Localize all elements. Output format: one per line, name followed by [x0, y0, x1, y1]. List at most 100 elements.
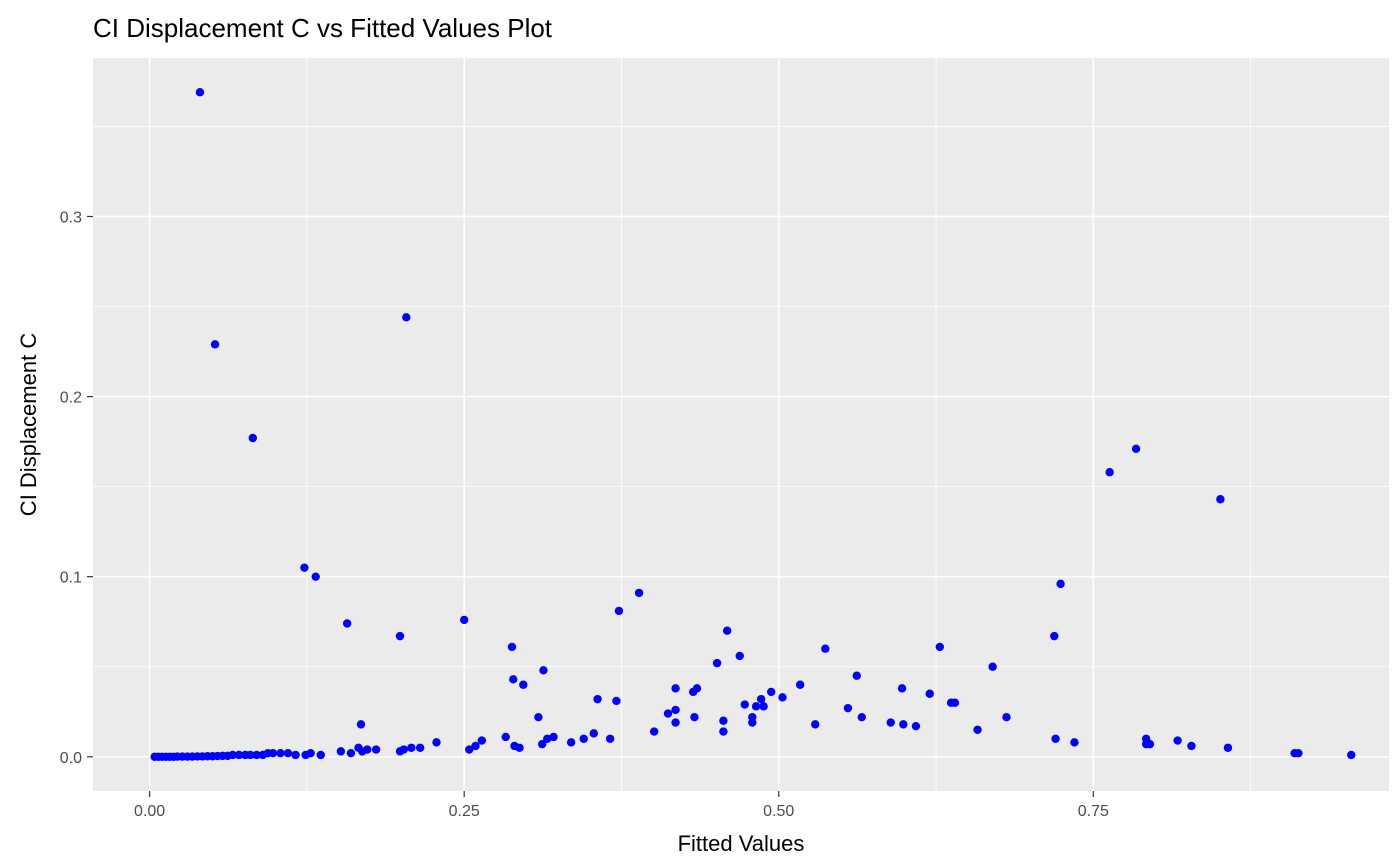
data-point	[811, 720, 820, 729]
data-point	[432, 738, 441, 747]
data-point	[756, 694, 766, 704]
x-axis-title: Fitted Values	[678, 831, 805, 856]
data-point	[722, 626, 732, 635]
data-point	[395, 747, 405, 756]
data-point	[356, 720, 366, 729]
data-point	[593, 694, 602, 704]
data-point	[821, 644, 830, 653]
x-tick-label: 0.75	[1078, 803, 1109, 820]
data-point	[539, 666, 548, 675]
x-tick-label: 0.50	[763, 803, 794, 820]
data-point	[1131, 444, 1141, 454]
data-point	[465, 745, 474, 754]
data-point	[852, 671, 861, 680]
x-axis-ticks: 0.00 0.25 0.50 0.75	[134, 791, 1109, 820]
y-tick-label: 0.1	[60, 570, 82, 587]
data-point	[988, 662, 997, 671]
data-point	[719, 716, 728, 725]
data-point	[537, 739, 547, 749]
data-point	[579, 734, 588, 743]
chart-title: CI Displacement C vs Fitted Values Plot	[93, 13, 553, 43]
data-point	[766, 687, 776, 697]
y-tick-label: 0.0	[60, 750, 82, 767]
minor-gridlines	[93, 58, 1389, 791]
data-point	[316, 750, 325, 760]
data-point	[925, 689, 934, 698]
data-point	[671, 718, 680, 727]
y-axis-title: CI Displacement C	[16, 333, 41, 517]
data-point	[1294, 748, 1303, 758]
data-point	[477, 736, 486, 745]
data-point	[336, 747, 346, 756]
data-point	[258, 750, 268, 760]
data-point	[843, 703, 853, 713]
data-point	[973, 725, 982, 734]
data-point	[1173, 736, 1182, 745]
data-point	[740, 700, 749, 709]
y-tick-label: 0.3	[60, 209, 82, 226]
data-point	[735, 651, 744, 661]
data-point	[649, 727, 659, 736]
data-point	[719, 727, 728, 736]
data-point	[534, 712, 543, 722]
data-point	[663, 709, 673, 718]
data-point	[415, 743, 425, 752]
plot-panel	[93, 58, 1389, 791]
major-gridlines	[93, 58, 1389, 791]
data-point	[150, 752, 159, 761]
data-point	[614, 606, 624, 616]
data-point	[346, 748, 356, 758]
data-point	[1002, 712, 1011, 722]
data-point	[778, 693, 787, 702]
data-point	[549, 732, 558, 742]
data-point	[241, 750, 250, 760]
data-point	[248, 433, 257, 443]
data-point	[712, 658, 722, 668]
data-point	[566, 738, 576, 747]
data-point	[935, 642, 945, 652]
data-point	[671, 684, 680, 693]
data-point	[509, 675, 518, 684]
data-point	[1347, 750, 1356, 760]
data-point	[692, 684, 702, 693]
data-point	[795, 680, 805, 689]
data-point	[283, 748, 293, 758]
data-point	[671, 705, 680, 715]
data-point	[354, 743, 363, 752]
data-point	[459, 615, 469, 625]
data-point	[1070, 738, 1079, 747]
data-point	[234, 750, 244, 760]
x-tick-label: 0.00	[134, 803, 165, 820]
data-point	[543, 734, 552, 743]
data-point	[1105, 468, 1114, 477]
data-point	[1216, 495, 1225, 504]
data-point	[857, 712, 866, 722]
data-point	[911, 721, 921, 731]
data-point	[759, 702, 768, 711]
data-point	[899, 720, 908, 729]
data-point	[1187, 741, 1196, 751]
x-tick-label: 0.25	[449, 803, 480, 820]
data-point	[407, 743, 416, 752]
data-point	[371, 745, 381, 754]
data-point	[300, 563, 309, 572]
data-point	[507, 642, 517, 652]
data-point	[1223, 743, 1233, 752]
data-point	[395, 631, 405, 641]
data-point	[634, 588, 644, 598]
y-axis-ticks: 0.0 0.1 0.2 0.3	[60, 209, 93, 767]
data-point	[690, 712, 699, 722]
data-point	[589, 729, 598, 738]
data-point	[210, 340, 220, 349]
data-point	[1050, 631, 1059, 641]
data-point	[301, 750, 310, 760]
data-point	[515, 743, 524, 752]
data-point	[748, 718, 757, 727]
data-point	[751, 702, 761, 711]
data-point	[402, 313, 411, 322]
data-point	[471, 741, 480, 751]
data-point	[276, 748, 285, 758]
data-point	[519, 680, 528, 689]
data-point	[342, 619, 352, 628]
data-point	[501, 732, 510, 742]
